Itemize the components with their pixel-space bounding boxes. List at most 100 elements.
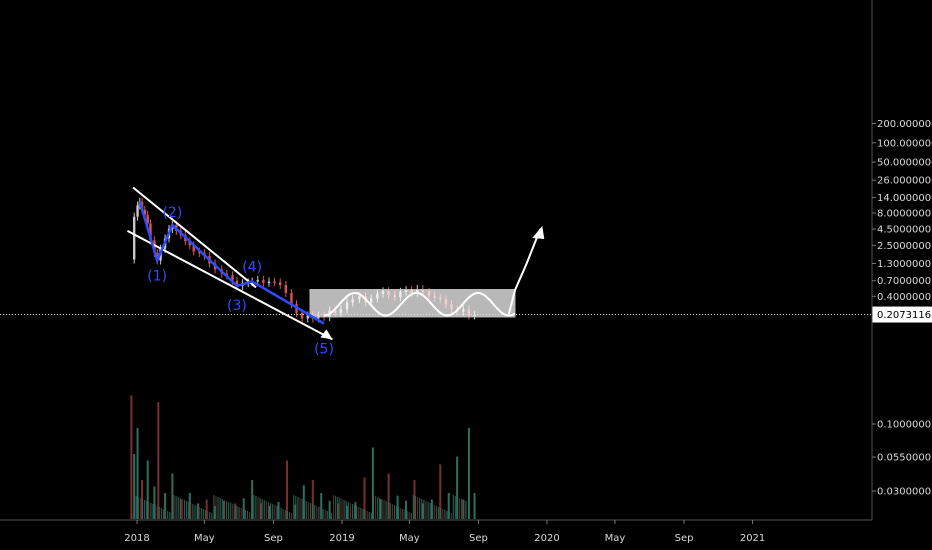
time-tick-label: Sep (469, 533, 488, 544)
candle-body (306, 315, 309, 319)
volume-bar (358, 507, 360, 519)
volume-bar (141, 499, 144, 519)
volume-bar (205, 499, 208, 519)
projection-line (507, 228, 542, 315)
time-tick-label: May (605, 533, 626, 544)
volume-bar (269, 503, 272, 519)
volume-bar (171, 473, 174, 519)
volume-bar (354, 502, 357, 519)
drawings: 0.2073116 (0, 186, 932, 341)
volume-bar (244, 510, 246, 519)
volume-bar (383, 500, 385, 519)
volume-bar (405, 500, 408, 519)
volume-bar (130, 395, 133, 519)
volume-bar (446, 511, 448, 519)
volume-bar (253, 495, 255, 519)
wave-path (138, 201, 325, 325)
volume-bar (337, 497, 339, 519)
volume-bar (196, 506, 198, 519)
volume-bar (297, 497, 299, 519)
volume-bar (374, 496, 377, 519)
volume-bar (223, 500, 225, 519)
volume-bar (171, 513, 173, 519)
volume-bar (425, 501, 427, 519)
volume-bar (379, 498, 381, 519)
volume-bar (360, 508, 362, 519)
volume-bar (410, 513, 412, 519)
volume-bar (387, 473, 390, 519)
projection-arrow-head (532, 225, 545, 239)
volume-bar (398, 507, 400, 519)
volume-bar (391, 504, 393, 519)
volume-bar (153, 486, 156, 519)
candle-body (136, 205, 139, 217)
volume-bar (448, 512, 450, 519)
volume-bar (179, 498, 181, 519)
volume-bar (204, 510, 207, 519)
candle-body (146, 214, 149, 224)
time-tick-label: 2019 (329, 533, 354, 544)
candle-body (300, 312, 304, 319)
volume-bar (408, 512, 410, 519)
price-tick-label: 2.5000000 (877, 241, 931, 252)
volume-bar (240, 508, 242, 519)
volume-bar (206, 511, 209, 519)
volume-bar (217, 497, 219, 519)
volume-bar (198, 507, 200, 519)
candle-body (198, 251, 201, 254)
volume-bar (169, 512, 171, 519)
volume-bar (314, 505, 316, 519)
volume-bar (251, 513, 253, 519)
volume-bar (437, 507, 440, 519)
volume-bar (318, 507, 320, 519)
volume-bar (307, 502, 309, 519)
volume-bar (343, 500, 345, 519)
volume-bar (192, 504, 194, 519)
volume-bar (330, 513, 333, 519)
volume-bar (440, 508, 442, 519)
volume-bar (301, 499, 303, 519)
price-tick-label: 14.0000000 (877, 193, 932, 204)
volume-bar (242, 498, 245, 519)
volume-bar (197, 503, 200, 519)
volume-bar (396, 495, 399, 519)
volume-bar (465, 501, 467, 519)
candle-body (279, 282, 282, 286)
price-tick-label: 0.7000000 (877, 276, 931, 287)
volume-bar (299, 498, 301, 519)
volume-bar (461, 499, 463, 519)
volume-bar (272, 504, 274, 519)
time-tick-label: Sep (675, 533, 694, 544)
volume-bar (444, 510, 446, 519)
wave-label: (1) (147, 268, 167, 284)
volume-bar (263, 500, 265, 519)
volume-bar (419, 498, 421, 519)
volume-bar (377, 497, 379, 519)
volume-bar (232, 504, 234, 519)
candle-body (149, 223, 152, 241)
volume-bar (423, 500, 425, 519)
volume-bar (362, 509, 364, 519)
volume-bar (227, 502, 230, 519)
volume-bar (311, 480, 314, 519)
candle-body (235, 280, 239, 286)
volume-bar (395, 506, 398, 519)
volume-bar (276, 506, 278, 519)
volume-bar (181, 499, 183, 519)
volume-bar (458, 498, 461, 519)
volume-bar (295, 496, 297, 519)
price-tick-label: 4.5000000 (877, 224, 931, 235)
volume-bar (136, 428, 139, 519)
volume-bar (274, 505, 276, 519)
wave-label: (4) (242, 260, 262, 276)
volume-bar (167, 511, 169, 519)
volume-bar (364, 510, 366, 519)
volume-bar (371, 447, 374, 519)
volume-bar (290, 513, 293, 519)
volume-bar (452, 495, 454, 519)
volume-bar (285, 460, 288, 519)
volume-bar (257, 497, 259, 519)
volume-bar (370, 513, 372, 519)
